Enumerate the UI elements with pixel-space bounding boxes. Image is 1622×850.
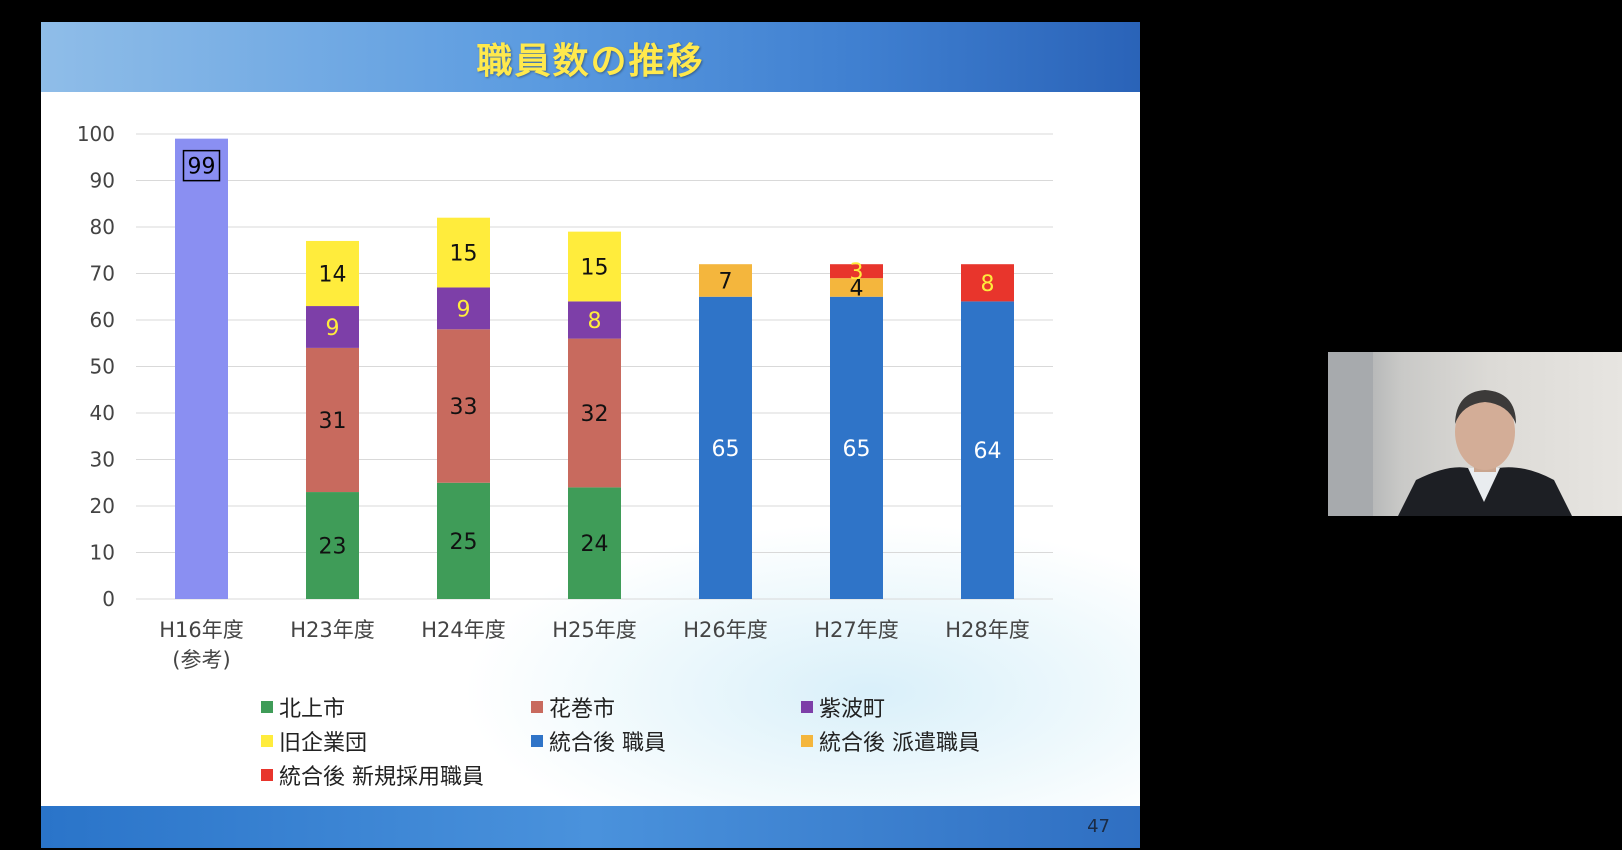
legend-swatch — [261, 769, 273, 781]
slide-title: 職員数の推移 — [476, 41, 705, 82]
bar-segment — [175, 138, 228, 599]
webcam-video-tile — [1328, 352, 1622, 516]
data-label: 8 — [588, 309, 602, 334]
presentation-slide: 職員数の推移 0 10 20 30 40 50 60 70 80 90 100 99 H16年度 (参考)… — [41, 22, 1140, 848]
y-tick-label: 90 — [90, 169, 115, 193]
presenter-silhouette — [1328, 352, 1572, 516]
bar-segment — [306, 240, 359, 307]
y-tick-label: 60 — [90, 308, 115, 332]
bar-segment — [306, 347, 359, 493]
bar-segment — [437, 329, 490, 483]
data-label: 3 — [850, 260, 864, 285]
x-tick-label: H28年度 — [945, 618, 1030, 642]
legend-label: 北上市 — [279, 697, 346, 722]
legend-item: 旧企業団 — [261, 726, 367, 756]
data-label: 25 — [450, 530, 478, 555]
bar-segment — [699, 296, 752, 599]
wall-shadow — [1328, 352, 1373, 516]
bar-segment — [568, 338, 621, 488]
bar-segment — [961, 264, 1014, 302]
bar-segment — [437, 482, 490, 599]
legend-swatch — [531, 701, 543, 713]
bar-segment — [830, 264, 883, 279]
y-tick-label: 70 — [90, 262, 115, 286]
data-label: 9 — [326, 316, 340, 341]
data-label: 24 — [581, 532, 609, 557]
legend-label: 統合後 派遣職員 — [819, 731, 980, 756]
y-tick-label: 100 — [77, 122, 115, 146]
bar-segment — [568, 301, 621, 339]
data-label: 99 — [188, 155, 216, 180]
data-label: 64 — [974, 439, 1002, 464]
legend-item: 統合後 職員 — [531, 726, 666, 756]
slide-header-bar: 職員数の推移 — [41, 22, 1140, 92]
y-tick-label: 30 — [90, 448, 115, 472]
slide-footer-bar: 47 — [41, 806, 1140, 848]
bar-segment — [568, 231, 621, 302]
data-label: 23 — [319, 535, 347, 560]
data-label: 15 — [581, 256, 609, 281]
legend-label: 旧企業団 — [279, 731, 368, 756]
data-label: 9 — [457, 297, 471, 322]
legend-item: 北上市 — [261, 692, 345, 722]
data-label: 33 — [450, 395, 478, 420]
legend-swatch — [801, 735, 813, 747]
presenter-face — [1455, 394, 1515, 470]
legend-label: 統合後 新規採用職員 — [279, 765, 484, 790]
bar-segment — [830, 278, 883, 297]
x-tick-label: H25年度 — [552, 618, 637, 642]
legend-swatch — [531, 735, 543, 747]
legend-swatch — [261, 735, 273, 747]
bar-segment — [568, 487, 621, 599]
y-tick-label: 20 — [90, 494, 115, 518]
legend-swatch — [261, 701, 273, 713]
y-tick-label: 40 — [90, 401, 115, 425]
bar-segment — [306, 492, 359, 599]
y-tick-label: 80 — [90, 215, 115, 239]
bar-segment — [830, 296, 883, 599]
legend-item: 統合後 新規採用職員 — [261, 760, 484, 790]
data-label: 8 — [981, 272, 995, 297]
x-tick-label: H26年度 — [683, 618, 768, 642]
data-label: 31 — [319, 409, 347, 434]
data-label-box — [182, 149, 221, 182]
data-label: 32 — [581, 402, 609, 427]
slide-page-number: 47 — [1087, 816, 1110, 837]
x-tick-label: (参考) — [172, 648, 230, 672]
stacked-bar-chart: 0 10 20 30 40 50 60 70 80 90 100 99 H16年度 (参考) 23 31 9 14… — [77, 122, 1053, 672]
y-tick-label: 50 — [90, 355, 115, 379]
x-tick-label: H16年度 — [159, 618, 244, 642]
data-label: 4 — [850, 276, 864, 301]
data-label: 65 — [843, 437, 871, 462]
legend-swatch — [801, 701, 813, 713]
bar-segment — [306, 306, 359, 348]
x-tick-label: H23年度 — [290, 618, 375, 642]
legend-label: 花巻市 — [549, 697, 616, 722]
bar-segment — [699, 264, 752, 297]
data-label: 65 — [712, 437, 740, 462]
presenter-hair — [1455, 390, 1516, 424]
bar-segment — [961, 301, 1014, 599]
data-label: 14 — [319, 263, 347, 288]
legend-item: 花巻市 — [531, 692, 615, 722]
data-label: 15 — [450, 242, 478, 267]
presenter-shirt — [1468, 468, 1500, 502]
data-label: 7 — [719, 269, 733, 294]
x-tick-label: H27年度 — [814, 618, 899, 642]
x-tick-label: H24年度 — [421, 618, 506, 642]
bar-segment — [437, 217, 490, 288]
legend-label: 紫波町 — [819, 697, 886, 722]
legend-label: 統合後 職員 — [549, 731, 666, 756]
legend-item: 統合後 派遣職員 — [801, 726, 980, 756]
y-tick-label: 0 — [102, 587, 115, 611]
bar-segment — [437, 287, 490, 330]
y-tick-label: 10 — [90, 541, 115, 565]
legend-item: 紫波町 — [801, 692, 885, 722]
